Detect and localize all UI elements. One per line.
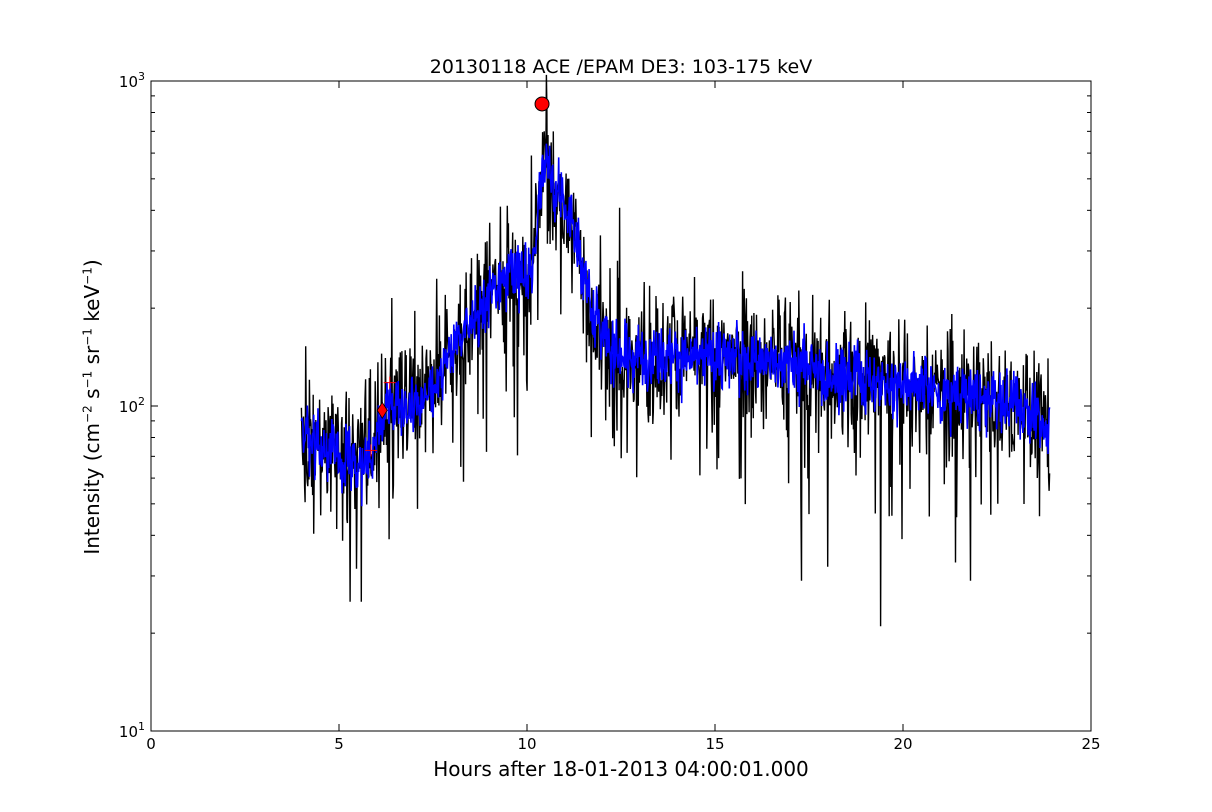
x-tick-label: 15 — [705, 735, 724, 753]
chart-title: 20130118 ACE /EPAM DE3: 103-175 keV — [429, 56, 813, 78]
x-axis-label: Hours after 18-01-2013 04:00:01.000 — [433, 757, 809, 781]
x-tick-label: 0 — [146, 735, 156, 753]
onset-marker — [376, 401, 388, 420]
x-tick-label: 20 — [893, 735, 912, 753]
x-tick-label: 25 — [1081, 735, 1100, 753]
peak-marker — [534, 96, 550, 112]
series-line-smoothed — [300, 143, 1051, 507]
series-line-raw — [300, 74, 1051, 627]
plus-marker — [364, 444, 377, 457]
y-tick-label: 101 — [119, 720, 145, 741]
y-axis-label: Intensity (cm−2 s−1 sr−1 keV−1) — [80, 259, 104, 555]
plus-marker — [383, 376, 396, 389]
y-tick-label: 102 — [119, 395, 145, 416]
x-tick-label: 5 — [334, 735, 344, 753]
y-tick-label: 103 — [119, 70, 145, 91]
x-tick-label: 10 — [517, 735, 536, 753]
